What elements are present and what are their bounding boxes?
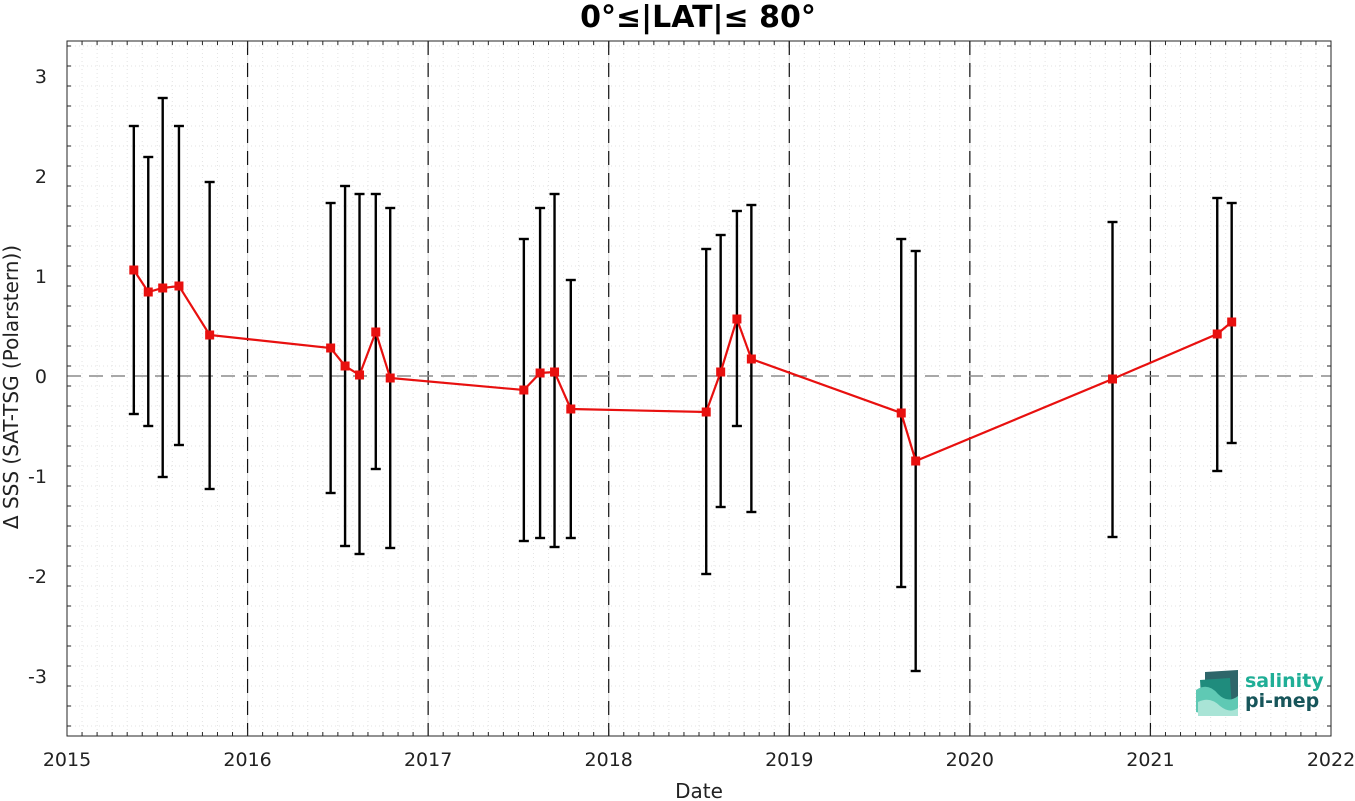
y-tick-label: 3	[35, 66, 47, 88]
data-point-marker	[174, 281, 184, 291]
data-point-marker	[205, 330, 215, 340]
data-point-marker	[143, 287, 153, 297]
x-tick-label: 2022	[1307, 749, 1355, 771]
y-tick-label: 1	[35, 266, 47, 288]
data-point-marker	[535, 368, 545, 378]
x-tick-label: 2020	[946, 749, 994, 771]
y-tick-label: -2	[28, 566, 47, 588]
x-tick-labels: 2015 2016 2017 2018 2019 2020 2021 2022	[43, 749, 1355, 771]
data-point-marker	[716, 367, 726, 377]
data-point-marker	[1108, 374, 1118, 384]
x-tick-label: 2015	[43, 749, 91, 771]
data-point-marker	[732, 314, 742, 324]
data-point-marker	[566, 404, 576, 414]
x-tick-label: 2021	[1126, 749, 1174, 771]
x-tick-label: 2019	[765, 749, 813, 771]
logo-text-pi-mep: pi-mep	[1245, 690, 1319, 712]
data-point-marker	[1227, 317, 1237, 327]
data-point-marker	[519, 385, 529, 395]
data-point-marker	[746, 354, 756, 364]
y-tick-label: -3	[28, 666, 47, 688]
x-tick-label: 2016	[223, 749, 271, 771]
x-tick-label: 2017	[404, 749, 452, 771]
y-axis-label: Δ SSS (SAT-TSG (Polarstern))	[0, 245, 23, 529]
wave-logo-icon	[1196, 670, 1238, 716]
y-tick-label: 2	[35, 166, 47, 188]
x-axis-label: Date	[675, 779, 723, 801]
grid	[66, 41, 1332, 736]
chart-title: 0°≤|LAT|≤ 80°	[580, 0, 816, 35]
data-point-marker	[355, 370, 365, 380]
data-point-marker	[129, 265, 139, 275]
axis-ticks	[66, 41, 1332, 736]
year-dividers	[246, 41, 1152, 736]
error-bars	[128, 96, 1237, 673]
x-tick-label: 2018	[585, 749, 633, 771]
data-point-marker	[385, 373, 395, 383]
data-point-marker	[911, 456, 921, 466]
data-point-marker	[550, 367, 560, 377]
logo-text-salinity: salinity	[1245, 670, 1324, 692]
data-point-marker	[326, 343, 336, 353]
data-point-marker	[896, 408, 906, 418]
data-point-marker	[701, 407, 711, 417]
data-point-marker	[340, 361, 350, 371]
y-tick-label: 0	[35, 366, 47, 388]
y-tick-label: -1	[28, 466, 47, 488]
data-point-marker	[1212, 329, 1222, 339]
y-tick-labels: 3 2 1 0 -1 -2 -3	[28, 66, 47, 688]
salinity-pi-mep-logo: salinity pi-mep	[1196, 670, 1324, 716]
data-point-marker	[158, 283, 168, 293]
data-point-marker	[371, 327, 381, 337]
data-markers	[129, 265, 1237, 466]
